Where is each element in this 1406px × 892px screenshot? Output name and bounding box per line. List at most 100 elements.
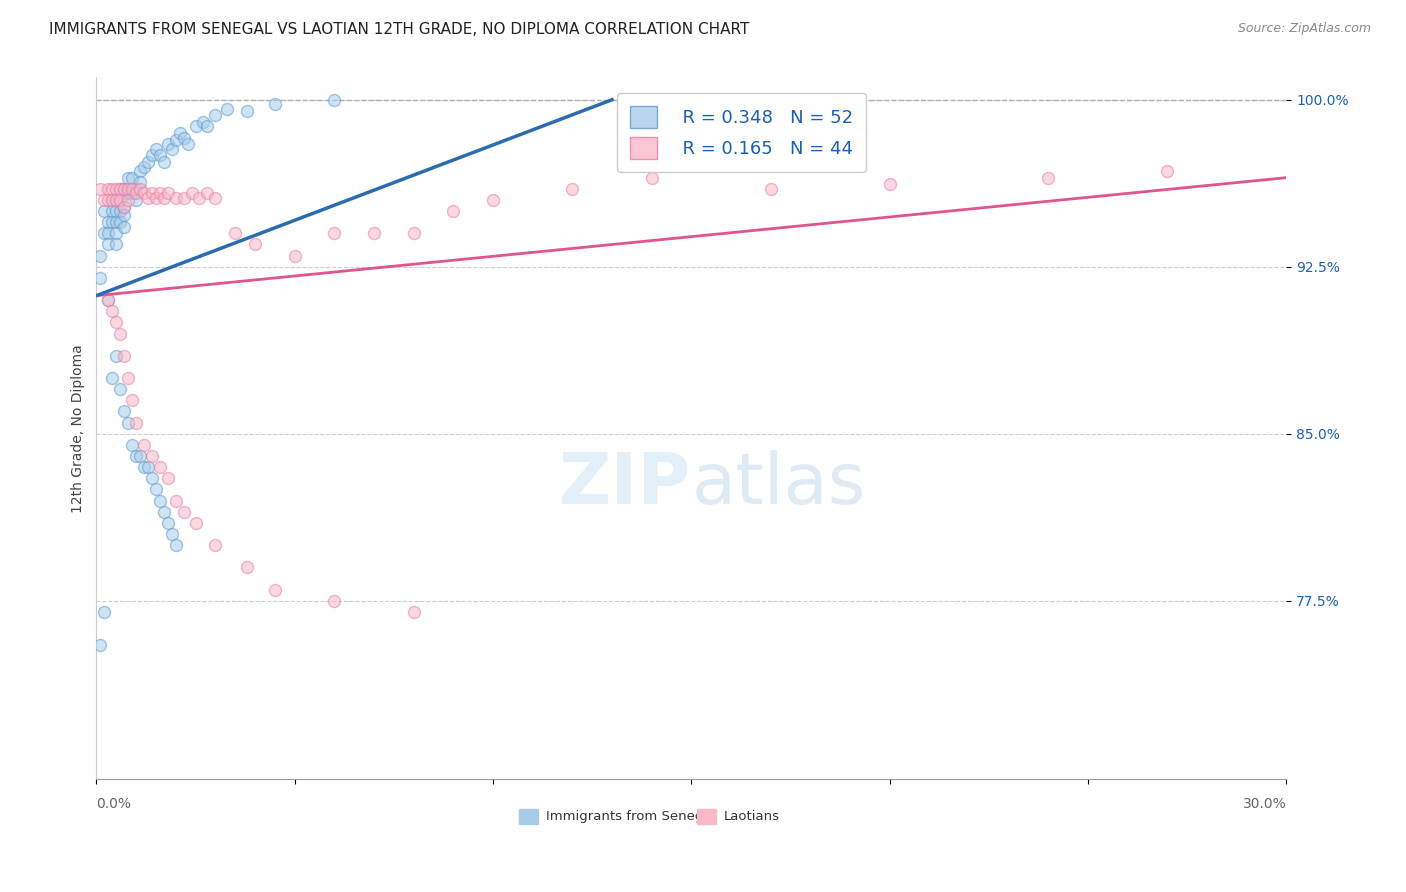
Point — [141, 449, 163, 463]
Point — [97, 193, 120, 207]
Point — [112, 219, 135, 234]
Point — [129, 164, 152, 178]
Point — [141, 186, 163, 201]
Point — [108, 193, 131, 207]
Point — [93, 193, 115, 207]
Point — [121, 393, 143, 408]
Point — [101, 215, 124, 229]
Point — [125, 449, 148, 463]
Point — [97, 182, 120, 196]
Point — [165, 133, 187, 147]
Point — [117, 182, 139, 196]
Point — [132, 160, 155, 174]
Point — [105, 204, 128, 219]
Point — [89, 270, 111, 285]
Y-axis label: 12th Grade, No Diploma: 12th Grade, No Diploma — [72, 343, 86, 513]
Point — [160, 527, 183, 541]
Point — [156, 471, 179, 485]
Point — [97, 237, 120, 252]
Point — [136, 460, 159, 475]
Point — [441, 204, 464, 219]
Point — [93, 605, 115, 619]
Point — [112, 209, 135, 223]
Point — [184, 516, 207, 530]
Point — [97, 215, 120, 229]
Point — [101, 304, 124, 318]
Point — [132, 438, 155, 452]
Point — [112, 186, 135, 201]
Point — [97, 227, 120, 241]
Point — [145, 142, 167, 156]
Point — [149, 460, 172, 475]
Point — [105, 193, 128, 207]
Point — [125, 416, 148, 430]
Bar — [519, 809, 538, 824]
Point — [132, 460, 155, 475]
Point — [197, 120, 219, 134]
Point — [112, 182, 135, 196]
Point — [136, 155, 159, 169]
Point — [152, 191, 174, 205]
Point — [108, 204, 131, 219]
Point — [121, 438, 143, 452]
Point — [149, 148, 172, 162]
Point — [112, 349, 135, 363]
Point — [101, 193, 124, 207]
Point — [145, 191, 167, 205]
Point — [121, 186, 143, 201]
Point — [112, 182, 135, 196]
Text: IMMIGRANTS FROM SENEGAL VS LAOTIAN 12TH GRADE, NO DIPLOMA CORRELATION CHART: IMMIGRANTS FROM SENEGAL VS LAOTIAN 12TH … — [49, 22, 749, 37]
Point — [141, 471, 163, 485]
Text: atlas: atlas — [692, 450, 866, 519]
Point — [108, 182, 131, 196]
Point — [217, 102, 239, 116]
Point — [89, 249, 111, 263]
Bar — [697, 809, 717, 824]
Text: ZIP: ZIP — [560, 450, 692, 519]
Point — [101, 182, 124, 196]
Point — [156, 137, 179, 152]
Point — [284, 249, 307, 263]
Point — [204, 538, 226, 552]
Point — [641, 170, 664, 185]
Point — [117, 186, 139, 201]
Point — [879, 178, 901, 192]
Point — [108, 193, 131, 207]
Point — [152, 155, 174, 169]
Point — [136, 191, 159, 205]
Point — [204, 108, 226, 122]
Point — [149, 493, 172, 508]
Text: Source: ZipAtlas.com: Source: ZipAtlas.com — [1237, 22, 1371, 36]
Point — [204, 191, 226, 205]
Point — [323, 93, 346, 107]
Point — [188, 191, 211, 205]
Point — [117, 416, 139, 430]
Text: 30.0%: 30.0% — [1243, 797, 1286, 811]
Point — [125, 193, 148, 207]
Point — [173, 505, 195, 519]
Point — [236, 103, 259, 118]
Point — [180, 186, 202, 201]
Point — [108, 182, 131, 196]
Point — [243, 237, 266, 252]
Point — [121, 182, 143, 196]
Point — [323, 227, 346, 241]
Point — [145, 483, 167, 497]
Point — [89, 638, 111, 652]
Point — [197, 186, 219, 201]
Point — [93, 204, 115, 219]
Point — [156, 516, 179, 530]
Point — [105, 227, 128, 241]
Point — [97, 293, 120, 307]
Point — [402, 227, 425, 241]
Point — [108, 215, 131, 229]
Point — [152, 505, 174, 519]
Point — [236, 560, 259, 574]
Legend:   R = 0.348   N = 52,   R = 0.165   N = 44: R = 0.348 N = 52, R = 0.165 N = 44 — [617, 94, 866, 172]
Point — [105, 237, 128, 252]
Point — [108, 326, 131, 341]
Point — [129, 449, 152, 463]
Point — [1156, 164, 1178, 178]
Point — [132, 186, 155, 201]
Point — [156, 186, 179, 201]
